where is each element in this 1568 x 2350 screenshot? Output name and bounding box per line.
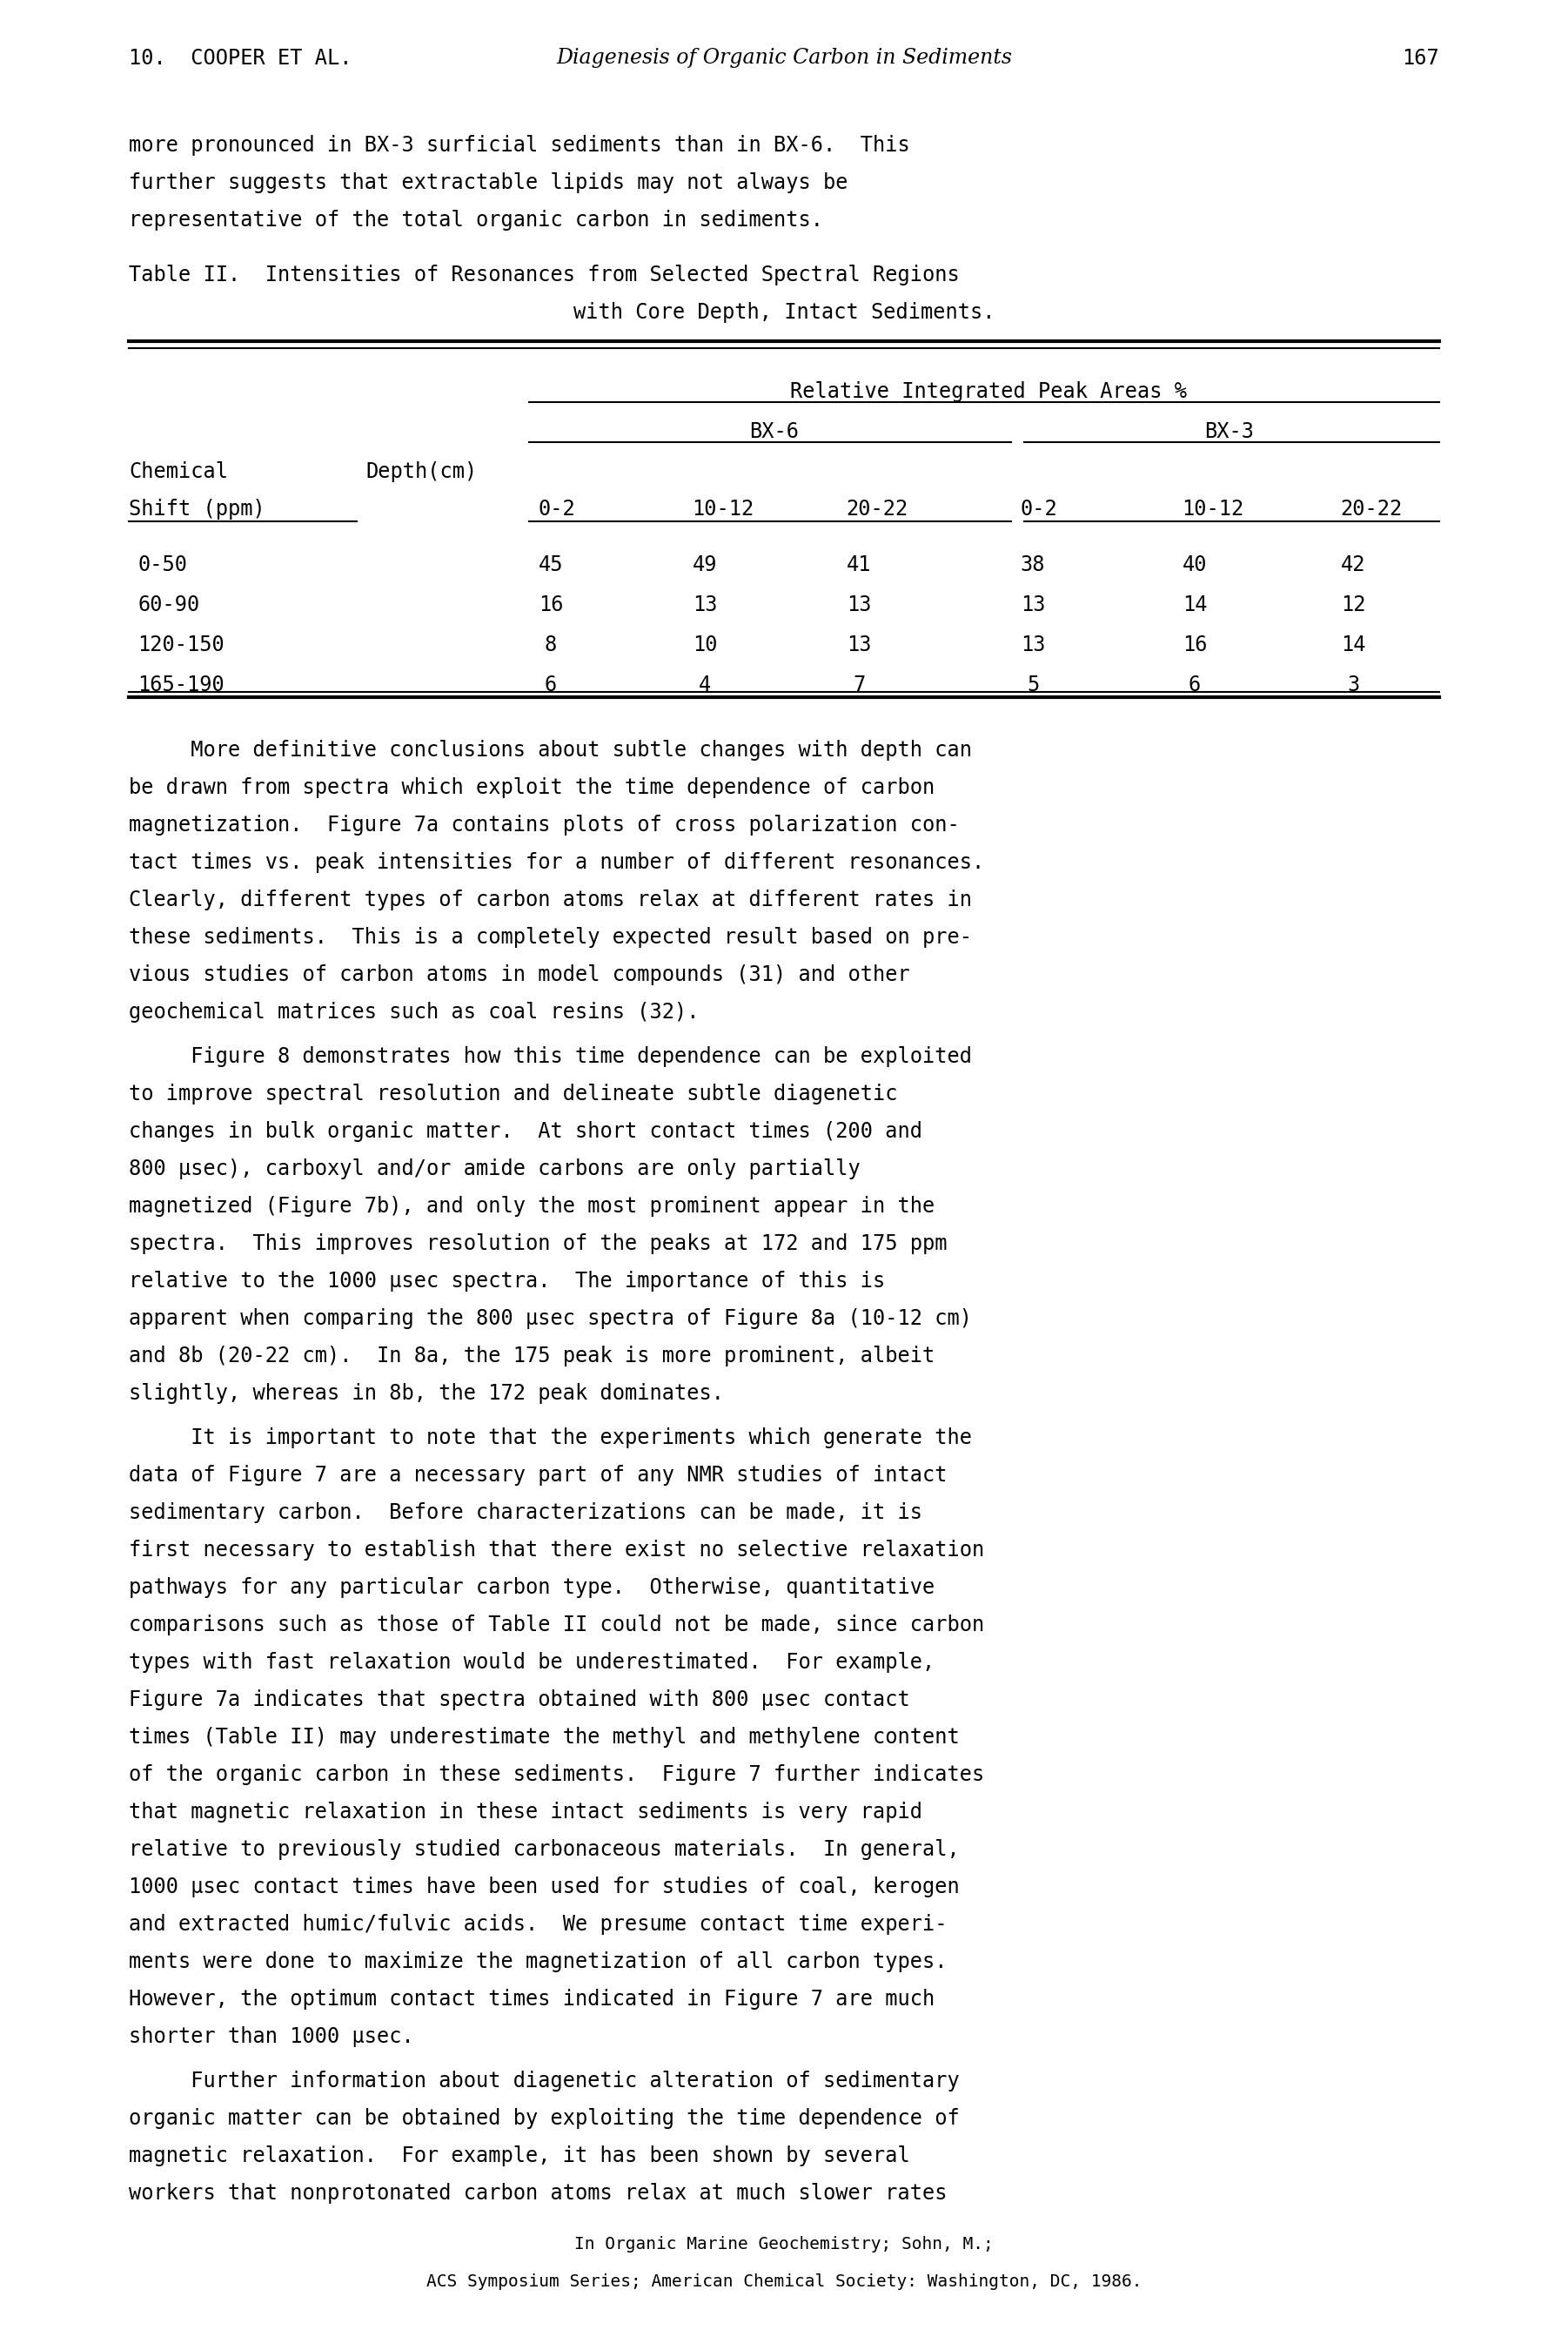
Text: 6: 6 bbox=[1189, 674, 1201, 696]
Text: Clearly, different types of carbon atoms relax at different rates in: Clearly, different types of carbon atoms… bbox=[129, 891, 972, 909]
Text: 10: 10 bbox=[693, 634, 717, 656]
Text: 0-50: 0-50 bbox=[138, 555, 187, 576]
Text: BX-3: BX-3 bbox=[1204, 421, 1254, 442]
Text: vious studies of carbon atoms in model compounds (31) and other: vious studies of carbon atoms in model c… bbox=[129, 964, 909, 985]
Text: 13: 13 bbox=[1021, 595, 1046, 616]
Text: 0-2: 0-2 bbox=[538, 498, 575, 519]
Text: 10-12: 10-12 bbox=[691, 498, 754, 519]
Text: 60-90: 60-90 bbox=[138, 595, 199, 616]
Text: 14: 14 bbox=[1182, 595, 1207, 616]
Text: Figure 7a indicates that spectra obtained with 800 μsec contact: Figure 7a indicates that spectra obtaine… bbox=[129, 1690, 909, 1711]
Text: 8: 8 bbox=[544, 634, 557, 656]
Text: 20-22: 20-22 bbox=[845, 498, 908, 519]
Text: ments were done to maximize the magnetization of all carbon types.: ments were done to maximize the magnetiz… bbox=[129, 1950, 947, 1972]
Text: magnetized (Figure 7b), and only the most prominent appear in the: magnetized (Figure 7b), and only the mos… bbox=[129, 1196, 935, 1217]
Text: 0-2: 0-2 bbox=[1019, 498, 1057, 519]
Text: magnetization.  Figure 7a contains plots of cross polarization con-: magnetization. Figure 7a contains plots … bbox=[129, 815, 960, 837]
Text: with Core Depth, Intact Sediments.: with Core Depth, Intact Sediments. bbox=[574, 303, 994, 322]
Text: 3: 3 bbox=[1347, 674, 1359, 696]
Text: shorter than 1000 μsec.: shorter than 1000 μsec. bbox=[129, 2026, 414, 2047]
Text: 14: 14 bbox=[1341, 634, 1366, 656]
Text: relative to previously studied carbonaceous materials.  In general,: relative to previously studied carbonace… bbox=[129, 1840, 960, 1859]
Text: 49: 49 bbox=[693, 555, 717, 576]
Text: representative of the total organic carbon in sediments.: representative of the total organic carb… bbox=[129, 209, 823, 230]
Text: these sediments.  This is a completely expected result based on pre-: these sediments. This is a completely ex… bbox=[129, 926, 972, 947]
Text: to improve spectral resolution and delineate subtle diagenetic: to improve spectral resolution and delin… bbox=[129, 1083, 897, 1104]
Text: 167: 167 bbox=[1402, 47, 1439, 68]
Text: 13: 13 bbox=[847, 634, 872, 656]
Text: However, the optimum contact times indicated in Figure 7 are much: However, the optimum contact times indic… bbox=[129, 1988, 935, 2009]
Text: and 8b (20-22 cm).  In 8a, the 175 peak is more prominent, albeit: and 8b (20-22 cm). In 8a, the 175 peak i… bbox=[129, 1347, 935, 1365]
Text: types with fast relaxation would be underestimated.  For example,: types with fast relaxation would be unde… bbox=[129, 1652, 935, 1673]
Text: 6: 6 bbox=[544, 674, 557, 696]
Text: workers that nonprotonated carbon atoms relax at much slower rates: workers that nonprotonated carbon atoms … bbox=[129, 2183, 947, 2204]
Text: of the organic carbon in these sediments.  Figure 7 further indicates: of the organic carbon in these sediments… bbox=[129, 1765, 985, 1786]
Text: apparent when comparing the 800 μsec spectra of Figure 8a (10-12 cm): apparent when comparing the 800 μsec spe… bbox=[129, 1309, 972, 1330]
Text: 13: 13 bbox=[1021, 634, 1046, 656]
Text: 45: 45 bbox=[538, 555, 563, 576]
Text: 165-190: 165-190 bbox=[138, 674, 224, 696]
Text: 5: 5 bbox=[1027, 674, 1040, 696]
Text: Chemical: Chemical bbox=[129, 461, 227, 482]
Text: ACS Symposium Series; American Chemical Society: Washington, DC, 1986.: ACS Symposium Series; American Chemical … bbox=[426, 2272, 1142, 2289]
Text: Shift (ppm): Shift (ppm) bbox=[129, 498, 265, 519]
Text: 41: 41 bbox=[847, 555, 872, 576]
Text: 20-22: 20-22 bbox=[1341, 498, 1402, 519]
Text: Table II.  Intensities of Resonances from Selected Spectral Regions: Table II. Intensities of Resonances from… bbox=[129, 266, 960, 284]
Text: data of Figure 7 are a necessary part of any NMR studies of intact: data of Figure 7 are a necessary part of… bbox=[129, 1464, 947, 1485]
Text: Relative Integrated Peak Areas %: Relative Integrated Peak Areas % bbox=[790, 381, 1187, 402]
Text: Diagenesis of Organic Carbon in Sediments: Diagenesis of Organic Carbon in Sediment… bbox=[557, 47, 1011, 68]
Text: 42: 42 bbox=[1341, 555, 1366, 576]
Text: 10.  COOPER ET AL.: 10. COOPER ET AL. bbox=[129, 47, 351, 68]
Text: More definitive conclusions about subtle changes with depth can: More definitive conclusions about subtle… bbox=[129, 740, 972, 761]
Text: 16: 16 bbox=[1182, 634, 1207, 656]
Text: more pronounced in BX-3 surficial sediments than in BX-6.  This: more pronounced in BX-3 surficial sedime… bbox=[129, 134, 909, 155]
Text: It is important to note that the experiments which generate the: It is important to note that the experim… bbox=[129, 1426, 972, 1448]
Text: 7: 7 bbox=[853, 674, 866, 696]
Text: 1000 μsec contact times have been used for studies of coal, kerogen: 1000 μsec contact times have been used f… bbox=[129, 1878, 960, 1896]
Text: times (Table II) may underestimate the methyl and methylene content: times (Table II) may underestimate the m… bbox=[129, 1727, 960, 1748]
Text: geochemical matrices such as coal resins (32).: geochemical matrices such as coal resins… bbox=[129, 1001, 699, 1022]
Text: pathways for any particular carbon type.  Otherwise, quantitative: pathways for any particular carbon type.… bbox=[129, 1577, 935, 1598]
Text: Figure 8 demonstrates how this time dependence can be exploited: Figure 8 demonstrates how this time depe… bbox=[129, 1046, 972, 1067]
Text: sedimentary carbon.  Before characterizations can be made, it is: sedimentary carbon. Before characterizat… bbox=[129, 1502, 922, 1523]
Text: spectra.  This improves resolution of the peaks at 172 and 175 ppm: spectra. This improves resolution of the… bbox=[129, 1234, 947, 1255]
Text: organic matter can be obtained by exploiting the time dependence of: organic matter can be obtained by exploi… bbox=[129, 2108, 960, 2129]
Text: further suggests that extractable lipids may not always be: further suggests that extractable lipids… bbox=[129, 172, 848, 193]
Text: that magnetic relaxation in these intact sediments is very rapid: that magnetic relaxation in these intact… bbox=[129, 1802, 922, 1824]
Text: be drawn from spectra which exploit the time dependence of carbon: be drawn from spectra which exploit the … bbox=[129, 778, 935, 799]
Text: Depth(cm): Depth(cm) bbox=[365, 461, 477, 482]
Text: relative to the 1000 μsec spectra.  The importance of this is: relative to the 1000 μsec spectra. The i… bbox=[129, 1271, 886, 1292]
Text: slightly, whereas in 8b, the 172 peak dominates.: slightly, whereas in 8b, the 172 peak do… bbox=[129, 1384, 724, 1403]
Text: 12: 12 bbox=[1341, 595, 1366, 616]
Text: 16: 16 bbox=[538, 595, 563, 616]
Text: and extracted humic/fulvic acids.  We presume contact time experi-: and extracted humic/fulvic acids. We pre… bbox=[129, 1913, 947, 1934]
Text: comparisons such as those of Table II could not be made, since carbon: comparisons such as those of Table II co… bbox=[129, 1614, 985, 1636]
Text: 800 μsec), carboxyl and/or amide carbons are only partially: 800 μsec), carboxyl and/or amide carbons… bbox=[129, 1159, 861, 1180]
Text: first necessary to establish that there exist no selective relaxation: first necessary to establish that there … bbox=[129, 1539, 985, 1560]
Text: changes in bulk organic matter.  At short contact times (200 and: changes in bulk organic matter. At short… bbox=[129, 1121, 922, 1142]
Text: 13: 13 bbox=[693, 595, 717, 616]
Text: 4: 4 bbox=[699, 674, 710, 696]
Text: 38: 38 bbox=[1021, 555, 1046, 576]
Text: 10-12: 10-12 bbox=[1182, 498, 1243, 519]
Text: 13: 13 bbox=[847, 595, 872, 616]
Text: 40: 40 bbox=[1182, 555, 1207, 576]
Text: tact times vs. peak intensities for a number of different resonances.: tact times vs. peak intensities for a nu… bbox=[129, 853, 985, 872]
Text: Further information about diagenetic alteration of sedimentary: Further information about diagenetic alt… bbox=[129, 2070, 960, 2092]
Text: BX-6: BX-6 bbox=[750, 421, 800, 442]
Text: In Organic Marine Geochemistry; Sohn, M.;: In Organic Marine Geochemistry; Sohn, M.… bbox=[574, 2235, 994, 2254]
Text: 120-150: 120-150 bbox=[138, 634, 224, 656]
Text: magnetic relaxation.  For example, it has been shown by several: magnetic relaxation. For example, it has… bbox=[129, 2146, 909, 2167]
